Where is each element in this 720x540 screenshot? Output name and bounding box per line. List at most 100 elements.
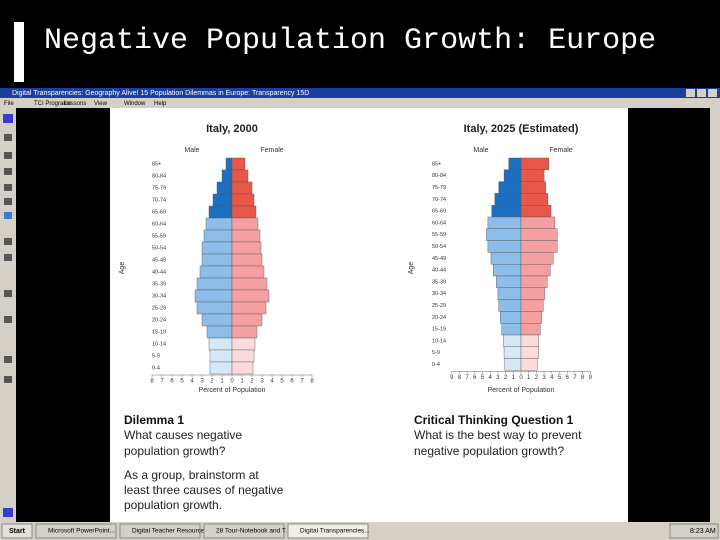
taskbar-label: Digital Transparencies...: [300, 528, 370, 535]
y-tick-label: 0-4: [152, 365, 160, 371]
y-tick-label: 20-24: [432, 315, 446, 321]
x-tick-label: 4: [489, 375, 493, 381]
y-tick-label: 75-79: [432, 185, 446, 191]
y-tick-label: 55-59: [432, 232, 446, 238]
bar: [501, 323, 522, 336]
x-tick-label: 3: [496, 375, 500, 381]
close-button[interactable]: [708, 89, 717, 97]
bar: [490, 252, 522, 265]
bar: [231, 157, 246, 171]
title-marker: [14, 22, 24, 82]
x-tick-label: 7: [300, 379, 304, 385]
tool-icon[interactable]: [4, 212, 12, 219]
menu-item[interactable]: TCI Programs: [34, 101, 71, 107]
bar: [201, 241, 233, 255]
x-tick-label: 1: [512, 375, 516, 381]
bar: [196, 277, 233, 291]
tool-icon[interactable]: [4, 254, 12, 261]
start-button[interactable]: [1, 523, 33, 539]
maximize-button[interactable]: [697, 89, 706, 97]
tool-icon[interactable]: [4, 316, 12, 323]
taskbar-label: 28 Tour-Notebook and T...: [216, 528, 291, 535]
y-tick-label: 35-39: [432, 279, 446, 285]
chart-title: Italy, 2025 (Estimated): [464, 123, 579, 135]
taskbar-label: Digital Teacher Resources: [132, 528, 208, 535]
bar: [231, 265, 265, 279]
x-tick-label: 7: [465, 375, 469, 381]
tool-icon[interactable]: [4, 356, 12, 363]
menu-item[interactable]: View: [94, 101, 108, 107]
taskbar-items: Microsoft PowerPoint... Digital Teacher R…: [35, 523, 370, 539]
x-tick-label: 2: [535, 375, 539, 381]
x-axis-label: Percent of Population: [488, 387, 555, 394]
legend-label: Female: [549, 147, 572, 154]
menu-item[interactable]: Help: [154, 101, 167, 107]
menu-item[interactable]: File: [4, 101, 14, 107]
tool-icon[interactable]: [4, 152, 12, 159]
y-axis-label: Age: [408, 262, 415, 275]
bar: [520, 334, 539, 348]
taskbar-button[interactable]: [119, 523, 201, 539]
x-tick-label: 8: [458, 375, 462, 381]
tool-icon[interactable]: [4, 290, 12, 297]
tool-icon[interactable]: [4, 168, 12, 175]
bar: [520, 287, 546, 300]
toolbar-icons: [3, 114, 13, 517]
tool-icon[interactable]: [4, 134, 12, 141]
legend-label: Female: [260, 147, 283, 154]
menu-bar: [0, 98, 720, 108]
bar: [231, 193, 255, 207]
bar: [231, 217, 259, 231]
bar: [487, 216, 522, 230]
bar: [520, 169, 545, 182]
taskbar-button[interactable]: [203, 523, 285, 539]
x-tick-label: 5: [180, 379, 184, 385]
bar: [231, 301, 267, 315]
taskbar-button[interactable]: [287, 523, 369, 539]
menu-item[interactable]: Window: [124, 101, 146, 107]
y-tick-label: 5-9: [152, 353, 160, 359]
y-tick-label: 75-79: [152, 185, 166, 191]
tool-icon[interactable]: [4, 238, 12, 245]
tool-icon[interactable]: [4, 198, 12, 205]
tool-icon[interactable]: [4, 376, 12, 383]
bar: [231, 181, 253, 195]
y-tick-label: 20-24: [152, 317, 166, 323]
y-tick-label: 45-49: [152, 257, 166, 263]
tool-icon[interactable]: [4, 184, 12, 191]
y-tick-label: 60-64: [432, 220, 446, 226]
scrollbar[interactable]: [710, 108, 720, 522]
x-tick-label: 1: [240, 379, 244, 385]
bar: [498, 181, 522, 194]
legend-label: Male: [184, 147, 199, 154]
x-axis-label: Percent of Population: [199, 387, 266, 394]
menu-item[interactable]: Lessons: [64, 101, 86, 107]
x-tick-label: 7: [573, 375, 577, 381]
tool-icon[interactable]: [3, 114, 13, 123]
bar: [209, 361, 233, 375]
minimize-button[interactable]: [686, 89, 695, 97]
x-tick-label: 1: [527, 375, 531, 381]
y-tick-label: 70-74: [432, 197, 446, 203]
bar: [231, 361, 254, 375]
y-tick-label: 25-29: [432, 303, 446, 309]
x-tick-label: 3: [542, 375, 546, 381]
y-tick-label: 70-74: [152, 197, 166, 203]
taskbar-button[interactable]: [35, 523, 117, 539]
y-tick-label: 50-54: [152, 245, 166, 251]
toolbar: [0, 108, 16, 522]
bar: [520, 275, 548, 289]
bar: [231, 229, 261, 243]
tool-icon[interactable]: [3, 508, 13, 517]
bar: [486, 228, 522, 241]
x-tick-label: 6: [290, 379, 294, 385]
x-tick-label: 4: [270, 379, 274, 385]
dilemma-heading: Dilemma 1: [124, 413, 184, 427]
bar: [203, 229, 233, 243]
transparency-page: [110, 108, 628, 522]
bar: [221, 169, 233, 183]
x-tick-label: 6: [170, 379, 174, 385]
dilemma-task: As a group, brainstorm at: [124, 468, 259, 482]
bar: [494, 193, 522, 206]
x-tick-label: 4: [550, 375, 554, 381]
